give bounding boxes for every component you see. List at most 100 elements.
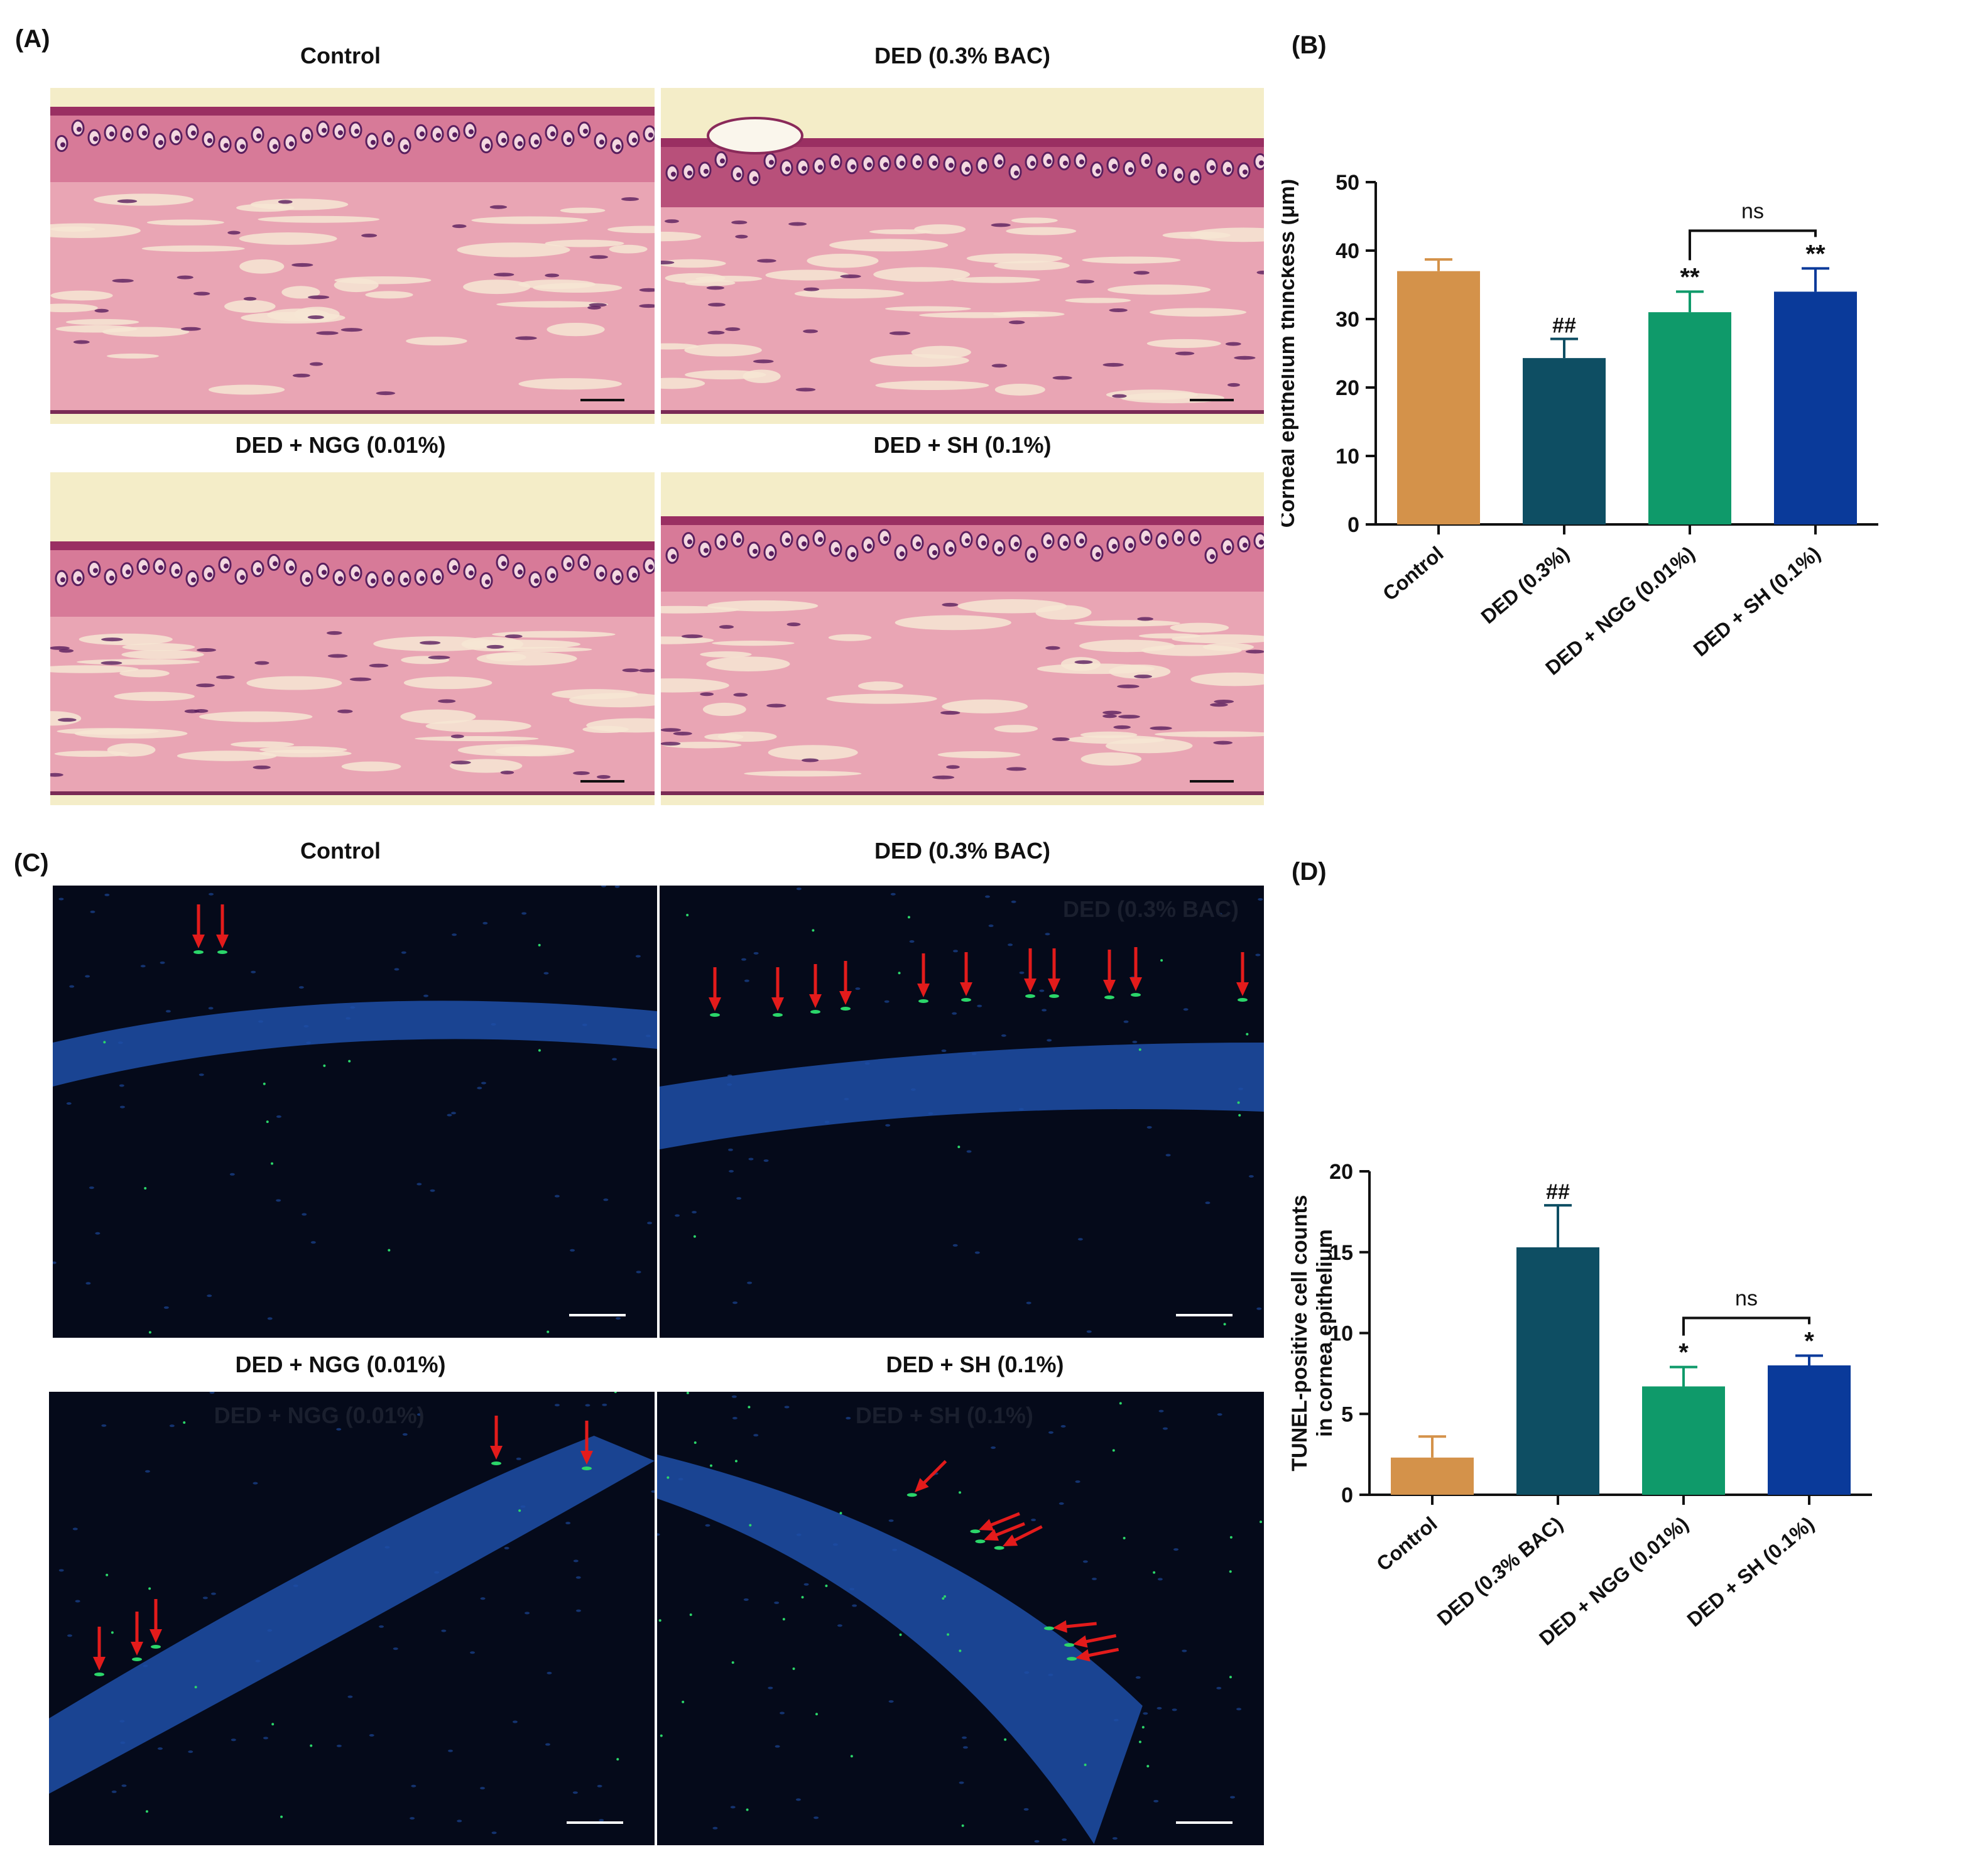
tunel-green-speck (907, 916, 910, 919)
tunel-green-speck (1004, 1738, 1007, 1741)
he-stroma-cleft (717, 731, 777, 742)
tunel-green-speck (959, 1649, 962, 1652)
tunel-green-speck (709, 1464, 712, 1467)
he-stroma-cleft (471, 216, 588, 224)
tunel-dapi-nucleus (85, 975, 90, 978)
he-keratocyte (57, 718, 77, 722)
tunel-dapi-nucleus (276, 1115, 281, 1118)
he-epithelial-nucleus (126, 133, 131, 138)
he-epithelial-nucleus (354, 129, 359, 134)
he-epithelial-nucleus (1128, 167, 1133, 173)
he-epithelial-nucleus (1014, 541, 1019, 547)
he-epithelial-nucleus (632, 138, 637, 143)
he-keratocyte (194, 709, 209, 713)
he-epithelial-nucleus (851, 552, 856, 558)
tunel-dapi-nucleus (1216, 1686, 1222, 1689)
tunel-dapi-nucleus (727, 1148, 733, 1151)
he-epithelial-nucleus (534, 578, 539, 583)
tunel-positive-cell (918, 999, 928, 1003)
he-subepithelial-bulla (707, 117, 803, 155)
he-stroma-cleft (1074, 620, 1180, 627)
he-scale-bar (580, 780, 624, 783)
he-keratocyte (327, 654, 348, 658)
he-keratocyte (337, 709, 353, 713)
he-epithelial-nucleus (550, 131, 555, 137)
he-stroma-cleft (281, 286, 320, 299)
he-stroma-cleft (486, 653, 526, 662)
chart-b: 0 10 20 30 40 50 Corneal epithelium thinckess … (1275, 138, 1947, 766)
red-arrow-head (809, 994, 822, 1008)
he-epithelial-nucleus (1047, 539, 1052, 545)
he-stroma-cleft (1120, 392, 1224, 404)
he-stroma-cleft (415, 736, 539, 742)
he-endothelium (661, 791, 1264, 795)
tunel-dapi-nucleus (143, 1664, 148, 1667)
x-tick-label: DED + SH (0.1%) (1683, 1512, 1819, 1631)
he-epithelial-nucleus (900, 551, 905, 556)
he-keratocyte (361, 234, 378, 238)
tunel-scale-bar (567, 1821, 623, 1824)
tunel-dapi-nucleus (470, 1651, 476, 1654)
tunel-green-speck (898, 972, 901, 975)
tunel-green-speck (746, 1808, 749, 1811)
he-title-ngg: DED + NGG (0.01%) (235, 432, 446, 458)
tunel-positive-cell (1049, 994, 1059, 998)
tunel-dapi-nucleus (1146, 1125, 1152, 1129)
he-epithelial-nucleus (191, 130, 196, 136)
he-epithelial-nucleus (883, 536, 888, 541)
tunel-positive-cell (582, 1467, 592, 1470)
tunel-dapi-nucleus (743, 1598, 749, 1601)
he-endothelium (661, 410, 1264, 414)
he-stroma-cleft (457, 242, 570, 258)
tunel-dapi-nucleus (1165, 1154, 1171, 1157)
tunel-dapi-nucleus (1135, 1676, 1141, 1679)
red-arrow-head (1129, 977, 1142, 991)
he-epithelial-nucleus (354, 572, 359, 577)
he-keratocyte (932, 775, 955, 779)
he-stroma-cleft (246, 676, 342, 690)
he-stroma-cleft (457, 744, 566, 756)
he-keratocyte (254, 661, 269, 665)
tunel-green-speck (323, 1064, 326, 1067)
tunel-green-speck (310, 1744, 313, 1747)
tunel-dapi-nucleus (1258, 897, 1263, 901)
he-surface (661, 138, 1264, 147)
red-arrow-head (93, 1657, 106, 1671)
tunel-title-sh: DED + SH (0.1%) (886, 1352, 1064, 1377)
he-keratocyte (840, 274, 861, 278)
he-epithelial-nucleus (240, 144, 245, 149)
he-stroma-cleft (684, 344, 762, 357)
he-stroma-cleft (239, 259, 285, 274)
he-stroma-cleft (994, 383, 1045, 396)
tunel-dapi-nucleus (67, 1634, 72, 1637)
he-scale-bar (580, 399, 624, 401)
tunel-dapi-nucleus (612, 1058, 618, 1061)
he-stroma-cleft (231, 741, 295, 748)
tunel-green-speck (667, 1476, 670, 1479)
he-epithelium (50, 107, 655, 182)
tunel-dapi-nucleus (1256, 1307, 1262, 1310)
tunel-dapi-nucleus (888, 1519, 894, 1522)
he-stroma-cleft (918, 312, 1040, 318)
he-stroma-cleft (706, 656, 790, 671)
he-stroma-cleft (994, 261, 1070, 271)
tunel-dapi-nucleus (748, 1158, 754, 1161)
he-stroma-cleft (114, 691, 195, 702)
tunel-dapi-nucleus (119, 1105, 125, 1109)
tunel-dapi-nucleus (884, 1000, 890, 1003)
tunel-dapi-nucleus (416, 1413, 422, 1416)
tunel-dapi-epithelium (53, 1000, 657, 1087)
tunel-dapi-nucleus (565, 1522, 571, 1525)
he-stroma-cleft (259, 749, 352, 757)
he-epithelial-nucleus (77, 576, 82, 582)
tunel-dapi-nucleus (69, 985, 75, 988)
he-keratocyte (889, 331, 911, 335)
he-epithelial-nucleus (485, 579, 490, 585)
tunel-positive-cell (132, 1657, 142, 1661)
red-arrow-head (1003, 1534, 1018, 1546)
tunel-dapi-nucleus (732, 1417, 737, 1420)
he-keratocyte (292, 373, 310, 377)
tunel-dapi-nucleus (1158, 1409, 1164, 1412)
he-stroma-cleft (1080, 731, 1138, 739)
tunel-dapi-nucleus (516, 1457, 521, 1460)
